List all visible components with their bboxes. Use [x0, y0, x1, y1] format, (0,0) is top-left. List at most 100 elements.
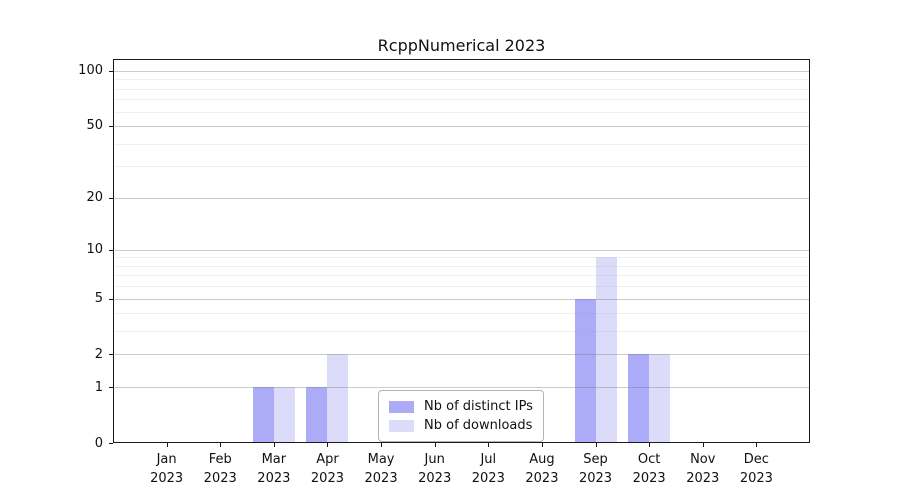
x-tick-label-apr: Apr 2023: [295, 450, 359, 488]
x-tick-mark-mar: [273, 443, 275, 447]
bar-nb-of-distinct-ips-oct: [628, 354, 650, 443]
x-tick-year: 2023: [203, 471, 237, 486]
x-tick-label-sep: Sep 2023: [564, 450, 628, 488]
gridline-major-2: [113, 354, 810, 356]
x-tick-mark-apr: [327, 443, 329, 447]
x-tick-label-oct: Oct 2023: [617, 450, 681, 488]
y-tick-mark-5: [109, 298, 113, 300]
gridline-minor-3: [113, 331, 810, 333]
y-tick-mark-20: [109, 197, 113, 199]
x-tick-year: 2023: [739, 471, 773, 486]
gridline-minor-60: [113, 111, 810, 113]
bar-nb-of-downloads-sep: [595, 257, 617, 443]
x-tick-mark-dec: [756, 443, 758, 447]
x-tick-label-mar: Mar 2023: [242, 450, 306, 488]
x-tick-year: 2023: [310, 471, 344, 486]
gridline-major-5: [113, 298, 810, 300]
y-tick-label-100: 100: [78, 63, 103, 79]
x-tick-label-jun: Jun 2023: [403, 450, 467, 488]
plot-area: Nb of distinct IPs Nb of downloads: [113, 59, 810, 443]
y-tick-mark-2: [109, 354, 113, 356]
legend-swatch-downloads: [389, 419, 414, 432]
gridline-minor-30: [113, 166, 810, 168]
y-tick-mark-0: [109, 443, 113, 444]
gridline-major-100: [113, 70, 810, 72]
x-tick-year: 2023: [686, 471, 720, 486]
x-tick-month: Aug: [529, 452, 555, 467]
x-tick-year: 2023: [418, 471, 452, 486]
y-tick-label-50: 50: [86, 118, 103, 134]
bar-nb-of-distinct-ips-mar: [252, 387, 274, 443]
x-tick-label-dec: Dec 2023: [724, 450, 788, 488]
legend-swatch-distinct-ips: [389, 400, 414, 413]
x-tick-label-may: May 2023: [349, 450, 413, 488]
x-tick-label-jul: Jul 2023: [456, 450, 520, 488]
legend: Nb of distinct IPs Nb of downloads: [378, 390, 544, 442]
y-tick-mark-100: [109, 70, 113, 72]
gridline-major-50: [113, 125, 810, 127]
x-tick-month: Nov: [690, 452, 716, 467]
bar-nb-of-downloads-oct: [649, 354, 671, 443]
x-tick-year: 2023: [525, 471, 559, 486]
y-tick-label-1: 1: [94, 379, 103, 395]
x-tick-month: Jul: [480, 452, 497, 467]
y-tick-label-2: 2: [94, 346, 103, 362]
bar-nb-of-downloads-mar: [273, 387, 295, 443]
x-tick-label-feb: Feb 2023: [188, 450, 252, 488]
gridline-minor-9: [113, 257, 810, 259]
x-tick-mark-sep: [595, 443, 597, 447]
x-tick-mark-jun: [434, 443, 436, 447]
gridline-major-20: [113, 197, 810, 199]
gridline-minor-8: [113, 265, 810, 267]
bar-nb-of-downloads-apr: [327, 354, 349, 443]
plot-border: [113, 59, 810, 443]
gridline-major-10: [113, 249, 810, 251]
y-tick-label-5: 5: [94, 291, 103, 307]
x-tick-mark-may: [381, 443, 383, 447]
gridline-minor-4: [113, 313, 810, 315]
legend-label-distinct-ips: Nb of distinct IPs: [424, 398, 533, 414]
x-tick-mark-feb: [220, 443, 222, 447]
gridline-minor-7: [113, 275, 810, 277]
gridline-minor-80: [113, 88, 810, 90]
x-tick-month: Jun: [424, 452, 445, 467]
y-tick-mark-1: [109, 387, 113, 389]
legend-label-downloads: Nb of downloads: [424, 417, 533, 433]
x-tick-label-nov: Nov 2023: [671, 450, 735, 488]
x-tick-month: Sep: [583, 452, 608, 467]
x-tick-mark-jul: [488, 443, 490, 447]
y-tick-mark-50: [109, 125, 113, 127]
x-tick-label-aug: Aug 2023: [510, 450, 574, 488]
gridline-minor-90: [113, 79, 810, 81]
x-tick-mark-nov: [702, 443, 704, 447]
y-tick-label-10: 10: [86, 242, 103, 258]
y-tick-mark-10: [109, 249, 113, 251]
x-tick-mark-oct: [649, 443, 651, 447]
x-tick-label-jan: Jan 2023: [135, 450, 199, 488]
y-tick-label-20: 20: [86, 190, 103, 205]
gridline-major-1: [113, 387, 810, 389]
x-tick-month: Apr: [316, 452, 339, 467]
gridline-minor-6: [113, 286, 810, 288]
bar-nb-of-distinct-ips-apr: [306, 387, 328, 443]
x-tick-mark-jan: [166, 443, 168, 447]
x-tick-month: Dec: [743, 452, 769, 467]
x-tick-month: May: [367, 452, 395, 467]
x-tick-month: Oct: [637, 452, 661, 467]
bar-nb-of-distinct-ips-sep: [574, 298, 596, 443]
x-tick-month: Feb: [208, 452, 232, 467]
x-tick-year: 2023: [578, 471, 613, 486]
x-tick-year: 2023: [632, 471, 666, 486]
gridline-minor-70: [113, 99, 810, 101]
chart-title: RcppNumerical 2023: [377, 36, 546, 55]
x-tick-year: 2023: [471, 471, 505, 486]
legend-item-downloads: Nb of downloads: [389, 416, 533, 435]
x-tick-year: 2023: [364, 471, 398, 486]
x-tick-month: Mar: [261, 452, 287, 467]
x-tick-mark-aug: [541, 443, 543, 447]
x-tick-month: Jan: [156, 452, 177, 467]
gridline-minor-40: [113, 143, 810, 145]
x-tick-year: 2023: [257, 471, 291, 486]
x-tick-year: 2023: [150, 471, 184, 486]
